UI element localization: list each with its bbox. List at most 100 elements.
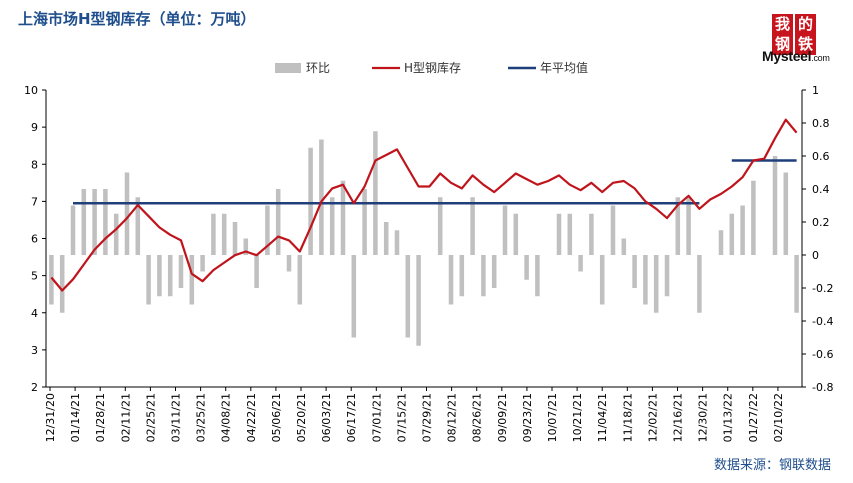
x-tick-label: 12/31/20 bbox=[44, 393, 57, 442]
y-right-tick-label: -0.4 bbox=[812, 315, 833, 328]
mom-bar bbox=[211, 213, 216, 255]
logo-char-1: 我 bbox=[772, 14, 793, 35]
mom-bar bbox=[146, 255, 151, 305]
x-tick-label: 06/17/21 bbox=[345, 393, 358, 442]
mysteel-logo: 我 的 钢 铁 Mysteel.com bbox=[762, 14, 840, 66]
mom-bar bbox=[373, 131, 378, 255]
x-tick-label: 06/03/21 bbox=[320, 393, 333, 442]
mom-bar bbox=[632, 255, 637, 288]
mom-bar bbox=[481, 255, 486, 297]
x-tick-label: 07/15/21 bbox=[395, 393, 408, 442]
x-tick-label: 10/21/21 bbox=[571, 393, 584, 442]
mom-bar bbox=[535, 255, 540, 297]
x-tick-label: 08/12/21 bbox=[446, 393, 459, 442]
x-tick-label: 01/14/21 bbox=[69, 393, 82, 442]
mom-bar bbox=[157, 255, 162, 297]
mom-bar bbox=[491, 255, 497, 288]
legend-label-stock: H型钢库存 bbox=[404, 60, 461, 75]
mom-bar bbox=[783, 172, 789, 255]
mom-bar bbox=[319, 139, 324, 255]
x-tick-label: 02/25/21 bbox=[144, 393, 157, 442]
mom-bar bbox=[621, 238, 627, 255]
mom-bar bbox=[286, 255, 292, 272]
mom-bar bbox=[686, 197, 691, 255]
mom-bar bbox=[232, 222, 238, 255]
y-left-tick-label: 9 bbox=[31, 121, 38, 134]
logo-char-2: 的 bbox=[795, 14, 816, 35]
chart-title: 上海市场H型钢库存（单位：万吨） bbox=[18, 10, 256, 28]
y-left-tick-label: 3 bbox=[31, 344, 38, 357]
mom-bar bbox=[254, 255, 259, 288]
mom-bar bbox=[675, 197, 681, 255]
x-tick-label: 09/23/21 bbox=[521, 393, 534, 442]
y-right-tick-label: -0.2 bbox=[812, 282, 833, 295]
mom-bar bbox=[92, 189, 97, 255]
mom-bar bbox=[751, 180, 756, 255]
y-right-tick-label: 1 bbox=[812, 84, 819, 97]
mom-bar bbox=[221, 213, 227, 255]
mom-bar bbox=[556, 213, 562, 255]
mom-bar bbox=[740, 205, 745, 255]
x-tick-label: 02/11/21 bbox=[119, 393, 132, 442]
mom-bar bbox=[524, 255, 529, 280]
mom-bar bbox=[599, 255, 605, 305]
mom-bar bbox=[70, 205, 76, 255]
x-tick-label: 12/02/21 bbox=[646, 393, 659, 442]
y-right-tick-label: 0.6 bbox=[812, 150, 830, 163]
mom-bar bbox=[59, 255, 65, 313]
x-tick-label: 01/28/21 bbox=[94, 393, 107, 442]
mom-bar bbox=[113, 213, 119, 255]
mom-bar bbox=[394, 230, 400, 255]
x-tick-label: 05/20/21 bbox=[295, 393, 308, 442]
x-tick-label: 07/29/21 bbox=[421, 393, 434, 442]
y-right-tick-label: 0.2 bbox=[812, 216, 830, 229]
mom-bar bbox=[448, 255, 454, 305]
data-source: 数据来源：钢联数据 bbox=[713, 458, 831, 473]
mom-bar bbox=[729, 213, 735, 255]
x-tick-label: 12/30/21 bbox=[697, 393, 710, 442]
mom-bar bbox=[567, 213, 573, 255]
mom-bar bbox=[81, 189, 87, 255]
x-tick-label: 05/06/21 bbox=[270, 393, 283, 442]
y-right-tick-label: -0.8 bbox=[812, 381, 833, 394]
x-tick-label: 09/09/21 bbox=[496, 393, 509, 442]
mom-bar bbox=[340, 180, 346, 255]
mom-bar bbox=[610, 205, 616, 255]
y-left-tick-label: 10 bbox=[24, 84, 38, 97]
mom-bar bbox=[772, 156, 778, 255]
mom-bar bbox=[329, 197, 335, 255]
mom-bar bbox=[189, 255, 195, 305]
y-left-tick-label: 6 bbox=[31, 233, 38, 246]
mom-bar bbox=[275, 189, 281, 255]
mom-bar bbox=[351, 255, 357, 338]
mom-bar bbox=[405, 255, 411, 338]
mom-bar bbox=[718, 230, 724, 255]
mom-bar bbox=[265, 205, 270, 255]
mom-bar bbox=[103, 189, 108, 255]
mom-bar bbox=[297, 255, 303, 305]
x-tick-label: 10/07/21 bbox=[546, 393, 559, 442]
mom-bar bbox=[578, 255, 583, 272]
mom-bar bbox=[589, 213, 594, 255]
x-tick-label: 04/22/21 bbox=[245, 393, 258, 442]
mom-bar bbox=[124, 172, 130, 255]
y-right-tick-label: 0 bbox=[812, 249, 819, 262]
mom-bar bbox=[383, 222, 389, 255]
x-tick-label: 11/04/21 bbox=[596, 393, 609, 442]
y-left-tick-label: 8 bbox=[31, 158, 38, 171]
logo-char-4: 铁 bbox=[795, 34, 816, 55]
y-right-tick-label: -0.6 bbox=[812, 348, 833, 361]
mom-bar bbox=[513, 213, 519, 255]
legend-swatch-mom bbox=[275, 63, 301, 73]
mom-bar bbox=[664, 255, 670, 297]
y-left-tick-label: 7 bbox=[31, 195, 38, 208]
legend-label-avg: 年平均值 bbox=[540, 60, 588, 75]
mom-bar bbox=[49, 255, 54, 305]
logo-brand-suffix: .com bbox=[811, 53, 830, 63]
mom-bar bbox=[470, 197, 475, 255]
stock-line bbox=[50, 118, 798, 292]
mom-bar bbox=[362, 189, 367, 255]
y-right-tick-label: 0.8 bbox=[812, 117, 830, 130]
x-tick-label: 07/01/21 bbox=[370, 393, 383, 442]
